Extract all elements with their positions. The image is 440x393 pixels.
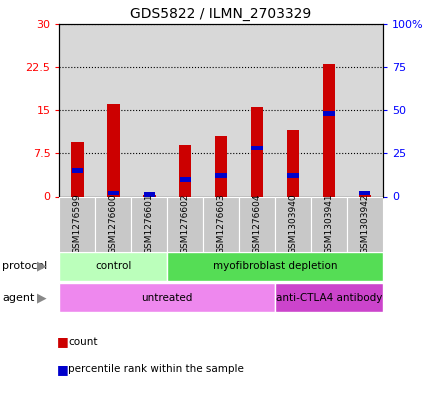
Text: protocol: protocol [2, 261, 48, 271]
Text: ▶: ▶ [37, 260, 47, 273]
Text: GSM1303942: GSM1303942 [360, 194, 369, 254]
Bar [323, 111, 334, 116]
Bar [251, 146, 263, 151]
Text: GSM1276603: GSM1276603 [216, 194, 226, 254]
Bar [107, 104, 120, 196]
Text: GSM1303940: GSM1303940 [289, 194, 297, 254]
FancyBboxPatch shape [131, 196, 167, 252]
Bar [215, 136, 227, 196]
Bar [143, 195, 155, 196]
Bar [72, 168, 83, 173]
FancyBboxPatch shape [59, 252, 167, 281]
Text: GSM1303941: GSM1303941 [324, 194, 334, 254]
FancyBboxPatch shape [275, 283, 383, 312]
Text: GSM1276600: GSM1276600 [109, 194, 118, 254]
Bar [216, 173, 227, 178]
Text: anti-CTLA4 antibody: anti-CTLA4 antibody [276, 293, 382, 303]
Text: GSM1276602: GSM1276602 [181, 194, 190, 254]
FancyBboxPatch shape [203, 196, 239, 252]
Text: myofibroblast depletion: myofibroblast depletion [213, 261, 337, 271]
Text: agent: agent [2, 293, 35, 303]
Title: GDS5822 / ILMN_2703329: GDS5822 / ILMN_2703329 [131, 7, 312, 21]
FancyBboxPatch shape [59, 196, 95, 252]
Bar [251, 107, 263, 196]
Text: ■: ■ [57, 335, 69, 349]
Bar [143, 193, 155, 197]
Bar [359, 195, 371, 196]
FancyBboxPatch shape [59, 283, 275, 312]
Text: GSM1276599: GSM1276599 [73, 194, 82, 254]
Bar [359, 191, 370, 195]
Text: untreated: untreated [142, 293, 193, 303]
Bar [180, 177, 191, 182]
Bar [287, 173, 299, 178]
Text: control: control [95, 261, 132, 271]
Bar [179, 145, 191, 196]
Bar [71, 142, 84, 196]
FancyBboxPatch shape [95, 196, 131, 252]
Text: ■: ■ [57, 363, 69, 376]
Bar [287, 130, 299, 196]
FancyBboxPatch shape [167, 252, 383, 281]
Text: count: count [68, 337, 98, 347]
Text: ▶: ▶ [37, 291, 47, 304]
FancyBboxPatch shape [311, 196, 347, 252]
Bar [323, 64, 335, 196]
FancyBboxPatch shape [347, 196, 383, 252]
FancyBboxPatch shape [275, 196, 311, 252]
Text: percentile rank within the sample: percentile rank within the sample [68, 364, 244, 375]
Bar [108, 191, 119, 195]
FancyBboxPatch shape [167, 196, 203, 252]
FancyBboxPatch shape [239, 196, 275, 252]
Text: GSM1276604: GSM1276604 [253, 194, 261, 254]
Text: GSM1276601: GSM1276601 [145, 194, 154, 254]
